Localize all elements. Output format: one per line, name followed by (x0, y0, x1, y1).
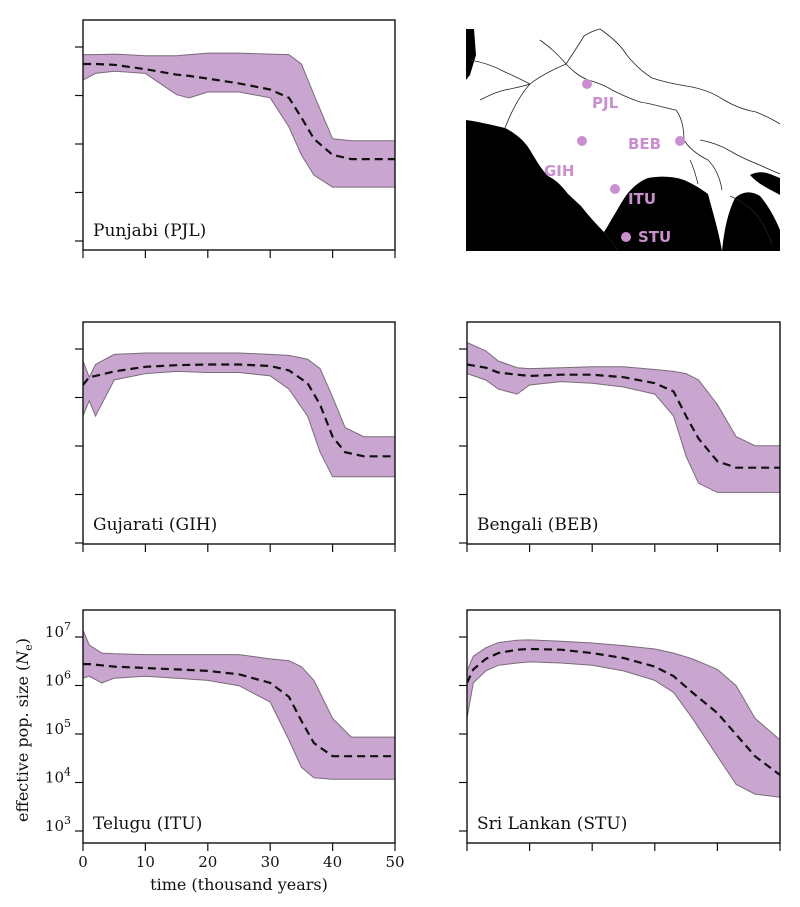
map-marker-beb (675, 136, 685, 146)
y-tick-label: 105 (45, 717, 71, 738)
median-line (83, 663, 395, 758)
map-marker-itu (610, 184, 620, 194)
x-tick-label: 50 (385, 853, 404, 871)
x-tick-label: 20 (198, 853, 217, 871)
map-label-beb: BEB (628, 135, 661, 153)
panel-frame (466, 609, 781, 844)
map-label-itu: ITU (628, 190, 656, 208)
plot-panels: Punjabi (PJL) Gujarati (GIH) Bengali (BEB)… (45, 19, 781, 871)
panel-frame (82, 609, 396, 844)
confidence-band (83, 352, 395, 478)
panel-label: Gujarati (GIH) (93, 515, 217, 535)
map-marker-pjl (582, 79, 592, 89)
median-line (83, 62, 395, 161)
map-label-gih: GIH (544, 162, 574, 180)
median-line (83, 363, 395, 458)
map-label-stu: STU (638, 228, 671, 246)
confidence-band (467, 639, 780, 798)
map-population-labels: PJL BEB GIH ITU STU (544, 94, 671, 246)
y-tick-label: 106 (45, 669, 71, 690)
y-tick-label: 103 (45, 814, 71, 835)
panel-frame (82, 19, 396, 251)
map-sea (466, 29, 780, 251)
map-borders (469, 28, 781, 245)
panel-label: Punjabi (PJL) (93, 221, 206, 241)
panel-label: Sri Lankan (STU) (477, 814, 627, 834)
x-tick-label: 10 (136, 853, 155, 871)
map-marker-stu (621, 232, 631, 242)
map-marker-gih (577, 136, 587, 146)
y-tick-label: 104 (45, 766, 71, 787)
map-panel: PJL BEB GIH ITU STU (466, 28, 781, 251)
x-axis-label: time (thousand years) (150, 875, 328, 894)
y-axis-label: effective pop. size (Ne) (13, 638, 35, 822)
panel-frame (466, 321, 781, 545)
panel-0: Punjabi (PJL) (75, 19, 396, 258)
map-population-markers (577, 79, 685, 242)
confidence-band (467, 341, 780, 493)
map-label-pjl: PJL (592, 94, 619, 112)
x-tick-label: 40 (323, 853, 342, 871)
panel-label: Telugu (ITU) (93, 814, 202, 834)
panel-4: Sri Lankan (STU) (459, 609, 781, 851)
y-tick-label: 107 (45, 620, 71, 641)
panel-3: Telugu (ITU) 0 10 20 30 40 50 107 106 105 104 103 (45, 609, 405, 871)
panel-label: Bengali (BEB) (477, 515, 598, 535)
panel-1: Gujarati (GIH) (75, 321, 396, 552)
confidence-band (83, 52, 395, 188)
x-tick-label: 30 (261, 853, 280, 871)
confidence-band (83, 629, 395, 780)
x-tick-label: 0 (78, 853, 88, 871)
panel-frame (82, 321, 396, 545)
panel-2: Bengali (BEB) (459, 321, 781, 552)
median-line (467, 363, 780, 469)
